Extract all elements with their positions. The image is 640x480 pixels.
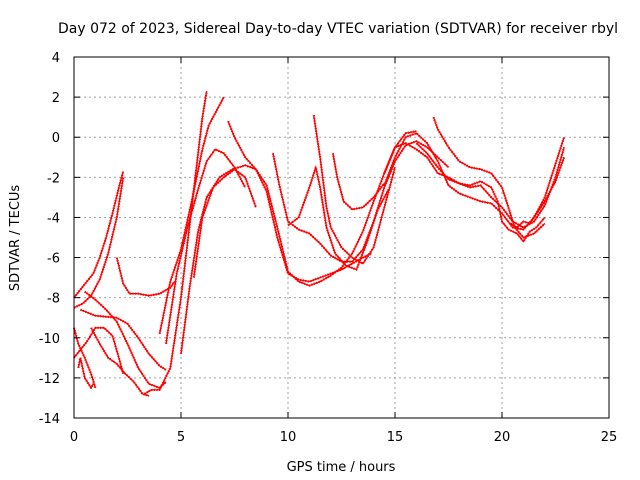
series-arc-u-core bbox=[383, 142, 565, 229]
y-tick-label: 2 bbox=[52, 91, 60, 106]
y-tick-label: -10 bbox=[39, 332, 60, 347]
series-arc-p bbox=[271, 140, 450, 263]
series-arc-b bbox=[73, 177, 125, 309]
series-arc-s bbox=[331, 153, 386, 211]
x-tick-label: 0 bbox=[70, 430, 78, 445]
series-arc-f bbox=[115, 257, 176, 297]
series-arc-g bbox=[79, 308, 167, 371]
series-arc-a-core bbox=[73, 171, 124, 299]
series-arc-p-core bbox=[272, 140, 449, 263]
series-arc-j bbox=[144, 90, 208, 395]
series-arc-q bbox=[287, 166, 390, 271]
series-arc-w bbox=[415, 142, 546, 243]
y-axis-label: SDTVAR / TECUs bbox=[8, 185, 23, 292]
series-arc-m bbox=[179, 164, 372, 354]
series-arc-h bbox=[84, 290, 167, 389]
series-arc-k-core bbox=[158, 96, 225, 334]
y-tick-label: -2 bbox=[47, 171, 60, 186]
plot-frame bbox=[73, 56, 610, 419]
data-series-group bbox=[72, 90, 566, 397]
series-arc-m-core bbox=[180, 164, 372, 354]
series-arc-t-core bbox=[383, 132, 565, 231]
series-arc-v bbox=[432, 116, 546, 239]
y-tick-label: -12 bbox=[39, 372, 60, 387]
chart-title: Day 072 of 2023, Sidereal Day-to-day VTE… bbox=[58, 21, 618, 37]
series-arc-i bbox=[90, 327, 150, 397]
series-arc-n bbox=[192, 168, 257, 278]
series-arc-t bbox=[383, 132, 566, 231]
x-tick-label: 15 bbox=[387, 430, 404, 445]
series-arc-a bbox=[73, 171, 125, 299]
series-arc-x bbox=[510, 136, 566, 229]
y-tick-label: -14 bbox=[39, 412, 60, 427]
series-arc-c bbox=[73, 326, 125, 375]
x-tick-label: 20 bbox=[494, 430, 511, 445]
x-tick-label: 10 bbox=[280, 430, 297, 445]
y-tick-label: -4 bbox=[47, 211, 60, 226]
series-arc-e bbox=[77, 356, 95, 389]
series-arc-d bbox=[72, 327, 97, 389]
x-tick-label: 25 bbox=[601, 430, 618, 445]
y-tick-label: 0 bbox=[52, 131, 60, 146]
series-arc-g-core bbox=[80, 309, 167, 371]
y-tick-label: -6 bbox=[47, 252, 60, 267]
series-arc-u bbox=[383, 142, 566, 229]
x-tick-label: 5 bbox=[177, 430, 185, 445]
y-tick-label: 4 bbox=[52, 51, 60, 66]
grid-lines bbox=[74, 57, 609, 418]
series-arc-l bbox=[164, 148, 247, 344]
series-arc-n-core bbox=[193, 168, 257, 278]
series-arc-r bbox=[312, 115, 397, 265]
y-tick-label: -8 bbox=[47, 292, 60, 307]
series-arc-s-core bbox=[332, 153, 385, 211]
axis-ticks: 0 5 10 15 20 25 -14 -12 -10 -8 -6 -4 -2 0 2 4 bbox=[39, 51, 618, 445]
x-axis-label: GPS time / hours bbox=[287, 460, 396, 475]
